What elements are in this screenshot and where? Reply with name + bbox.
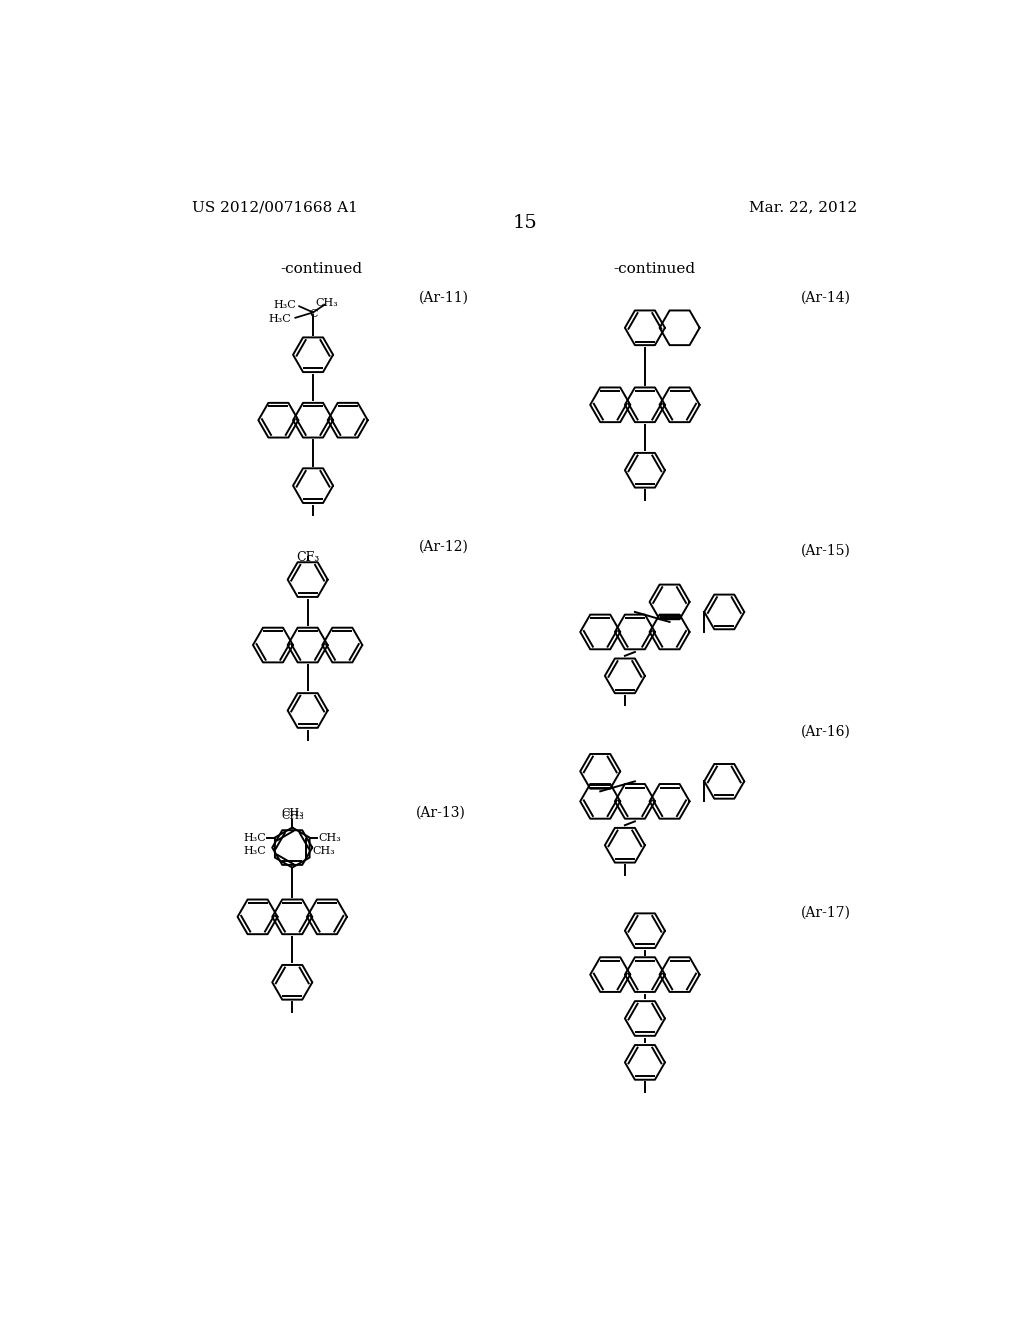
Text: (Ar-14): (Ar-14) — [801, 290, 851, 305]
Text: US 2012/0071668 A1: US 2012/0071668 A1 — [193, 201, 358, 215]
Text: 15: 15 — [512, 214, 538, 232]
Text: CH₃: CH₃ — [315, 298, 338, 308]
Text: CH₃: CH₃ — [281, 812, 304, 821]
Text: (Ar-15): (Ar-15) — [801, 544, 850, 557]
Text: CF₃: CF₃ — [296, 552, 319, 564]
Text: H₃C: H₃C — [273, 300, 296, 310]
Text: (Ar-12): (Ar-12) — [419, 540, 469, 553]
Text: H₃C: H₃C — [243, 833, 265, 842]
Text: -continued: -continued — [281, 263, 362, 276]
Text: (Ar-13): (Ar-13) — [416, 805, 465, 820]
Text: CH₃: CH₃ — [318, 833, 342, 842]
Text: -continued: -continued — [613, 263, 695, 276]
Text: C: C — [309, 309, 318, 319]
Text: (Ar-16): (Ar-16) — [801, 725, 850, 738]
Text: (Ar-11): (Ar-11) — [419, 290, 469, 305]
Text: CH₃: CH₃ — [312, 846, 335, 857]
Text: (Ar-17): (Ar-17) — [801, 906, 851, 919]
Text: CH₃: CH₃ — [281, 808, 304, 818]
Text: H₃C: H₃C — [243, 846, 265, 857]
Text: Mar. 22, 2012: Mar. 22, 2012 — [750, 201, 857, 215]
Text: H₃C: H₃C — [268, 314, 292, 323]
